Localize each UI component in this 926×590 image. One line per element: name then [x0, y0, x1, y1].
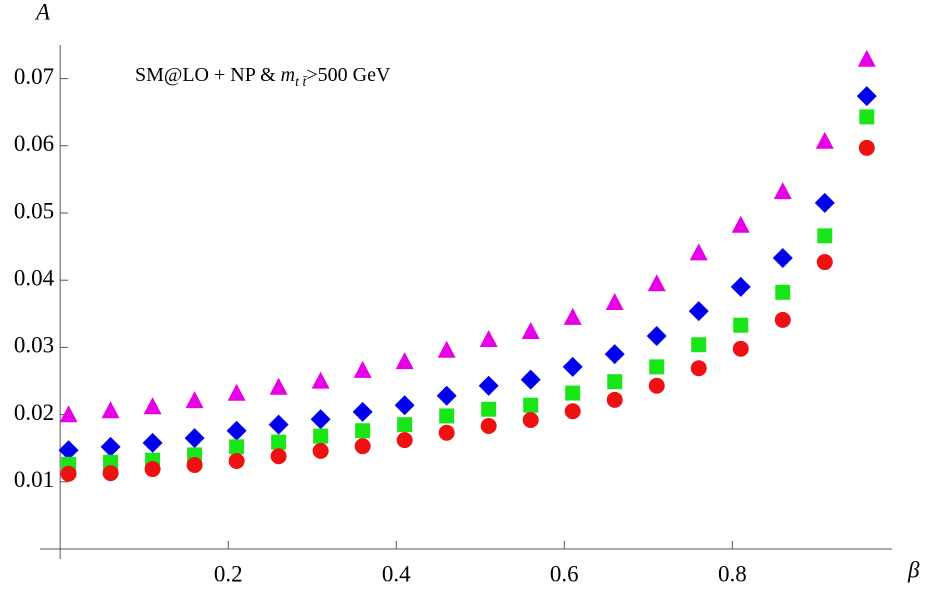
- circle-point: [186, 457, 203, 473]
- diamond-point: [604, 344, 625, 365]
- triangle-point: [563, 307, 582, 325]
- circle-point: [606, 391, 623, 408]
- circle-point: [690, 360, 707, 377]
- diamond-point: [730, 276, 751, 297]
- triangle-point: [857, 49, 876, 67]
- diamond-point: [142, 432, 163, 453]
- diamond-point: [310, 409, 331, 430]
- square-point: [691, 337, 707, 353]
- square-point: [859, 109, 875, 125]
- diamond-point: [478, 375, 499, 396]
- y-tick-label: 0.03: [14, 333, 54, 358]
- triangle-point: [143, 397, 162, 415]
- square-point: [523, 397, 539, 413]
- triangle-point: [479, 330, 498, 348]
- triangle-point: [395, 352, 414, 370]
- diamond-point: [100, 436, 121, 457]
- diamond-point: [856, 86, 877, 107]
- triangle-point: [647, 274, 666, 292]
- annotation-subscript: t t̄: [295, 75, 308, 90]
- annotation-prefix: SM@LO + NP &: [135, 64, 281, 86]
- square-point: [565, 385, 581, 401]
- x-tick-label: 0.2: [214, 561, 243, 586]
- circle-point: [564, 403, 581, 420]
- circle-point: [270, 448, 287, 465]
- diamond-point: [184, 428, 205, 449]
- triangle-point: [59, 405, 78, 423]
- square-point: [481, 401, 497, 417]
- y-tick-label: 0.01: [14, 467, 54, 492]
- x-tick-label: 0.6: [550, 561, 579, 586]
- diamond-point: [352, 401, 373, 422]
- triangle-point: [689, 243, 708, 261]
- square-point: [733, 317, 749, 333]
- annotation-suffix: >500 GeV: [306, 64, 391, 86]
- circle-point: [732, 340, 749, 357]
- triangle-point: [101, 401, 120, 419]
- annotation: SM@LO + NP & mt t̄>500 GeV: [135, 64, 391, 91]
- circle-point: [396, 432, 413, 449]
- diamond-point: [226, 420, 247, 441]
- square-point: [775, 284, 791, 300]
- triangle-point: [353, 360, 372, 378]
- x-tick-label: 0.8: [718, 561, 747, 586]
- diamond-point: [814, 192, 835, 213]
- diamond-point: [688, 301, 709, 322]
- circle-point: [144, 461, 161, 478]
- square-point: [229, 439, 245, 455]
- triangle-point: [773, 182, 792, 200]
- triangle-point: [605, 293, 624, 311]
- triangle-point: [815, 131, 834, 149]
- annotation-symbol: m: [281, 64, 295, 86]
- diamond-point: [268, 414, 289, 435]
- diamond-point: [58, 440, 79, 461]
- triangle-point: [521, 321, 540, 339]
- square-point: [397, 417, 413, 433]
- triangle-point: [269, 377, 288, 395]
- triangle-point: [227, 383, 246, 401]
- x-axis-label: β: [907, 557, 920, 582]
- circle-point: [858, 139, 875, 156]
- diamond-point: [646, 325, 667, 346]
- y-axis-label: A: [34, 0, 51, 24]
- x-tick-label: 0.4: [382, 561, 411, 586]
- diamond-point: [562, 356, 583, 377]
- circle-point: [60, 465, 77, 482]
- triangle-point: [185, 391, 204, 409]
- y-tick-label: 0.06: [14, 131, 54, 156]
- square-point: [313, 428, 329, 444]
- square-point: [649, 359, 665, 375]
- square-point: [271, 434, 287, 450]
- circle-point: [774, 311, 791, 328]
- y-tick-label: 0.07: [14, 64, 54, 89]
- diamond-point: [436, 385, 457, 406]
- circle-point: [438, 424, 455, 441]
- triangle-point: [731, 215, 750, 233]
- square-point: [439, 408, 455, 424]
- square-point: [607, 374, 623, 390]
- circle-point: [816, 254, 833, 271]
- y-tick-label: 0.05: [14, 198, 54, 223]
- circle-point: [480, 418, 497, 435]
- triangle-point: [311, 371, 330, 389]
- square-point: [355, 423, 371, 439]
- triangle-point: [437, 340, 456, 358]
- circle-point: [102, 465, 119, 482]
- circle-point: [648, 377, 665, 394]
- y-tick-label: 0.04: [14, 265, 55, 290]
- diamond-point: [772, 248, 793, 269]
- circle-point: [354, 438, 371, 455]
- diamond-point: [520, 369, 541, 390]
- square-point: [817, 228, 833, 244]
- circle-point: [228, 452, 245, 469]
- circle-point: [312, 442, 329, 459]
- diamond-point: [394, 395, 415, 416]
- y-tick-label: 0.02: [14, 400, 54, 425]
- circle-point: [522, 411, 539, 428]
